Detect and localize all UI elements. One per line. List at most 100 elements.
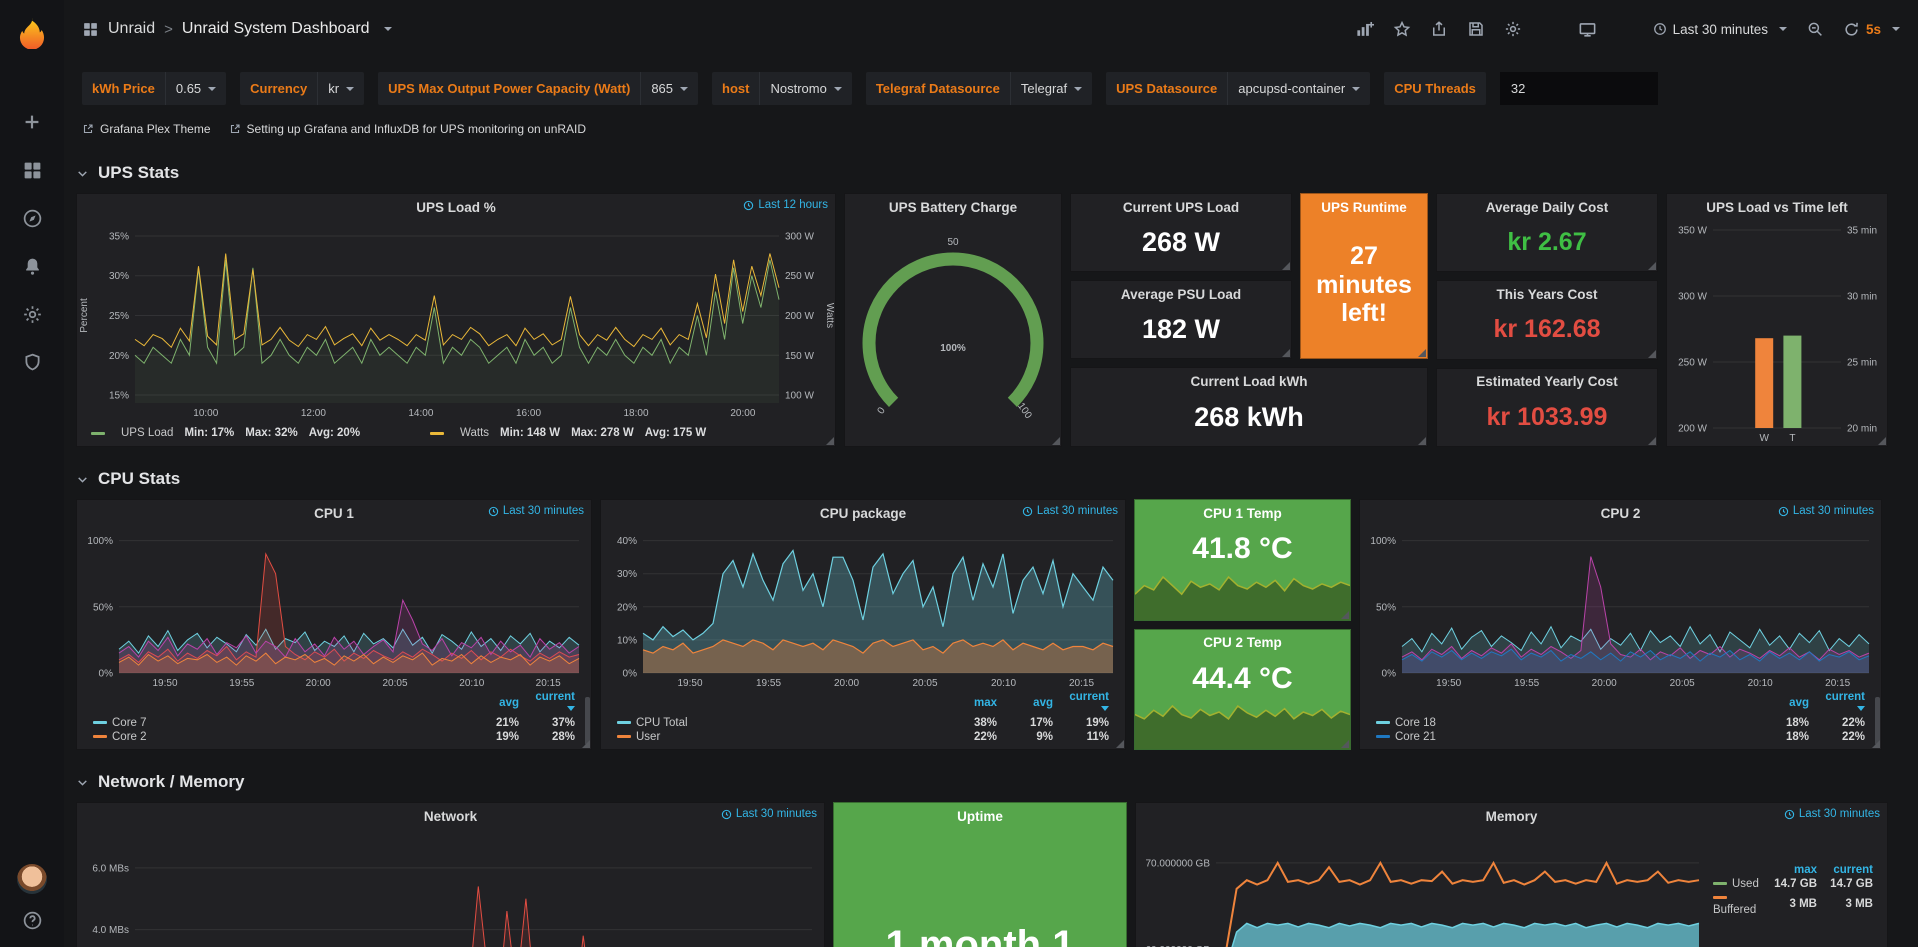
series-swatch[interactable] xyxy=(617,735,631,738)
legend-col-avg[interactable]: avg xyxy=(467,690,523,716)
legend-scrollbar[interactable] xyxy=(585,697,590,745)
legend-col-max[interactable]: max xyxy=(945,690,1001,716)
share-button[interactable] xyxy=(1430,20,1448,38)
panel-title[interactable]: Network Last 30 minutes xyxy=(77,803,824,829)
panel-title[interactable]: Uptime xyxy=(834,803,1126,829)
panel-time-override[interactable]: Last 12 hours xyxy=(743,199,828,211)
create-button[interactable] xyxy=(0,98,64,146)
panel-time-override[interactable]: Last 30 minutes xyxy=(1778,505,1874,517)
time-range-picker[interactable]: Last 30 minutes xyxy=(1653,22,1787,37)
series-swatch[interactable] xyxy=(93,735,107,738)
refresh-interval-label[interactable]: 5s xyxy=(1866,22,1881,37)
breadcrumb-dashboard-title[interactable]: Unraid System Dashboard xyxy=(182,20,370,38)
legend-col-current[interactable]: current xyxy=(523,690,579,716)
variable-ups-datasource[interactable]: UPS Datasource apcupsd-container xyxy=(1106,72,1370,105)
ups-load-vs-time-chart[interactable]: 200 W250 W300 W350 W20 min25 min30 min35… xyxy=(1667,220,1887,446)
sidebar-item-alerting[interactable] xyxy=(0,242,64,290)
link-ups-monitoring-guide[interactable]: Setting up Grafana and InfluxDB for UPS … xyxy=(229,122,587,136)
panel-title[interactable]: Average PSU Load xyxy=(1071,281,1291,307)
variable-ups-max-output[interactable]: UPS Max Output Power Capacity (Watt) 865 xyxy=(378,72,698,105)
series-swatch[interactable] xyxy=(91,432,105,435)
series-name[interactable]: Watts xyxy=(460,427,489,439)
variable-kwh-price[interactable]: kWh Price 0.65 xyxy=(82,72,226,105)
memory-chart[interactable]: 50.000000 GB60.000000 GB70.000000 GB xyxy=(1136,829,1709,947)
panel-title[interactable]: Memory Last 30 minutes xyxy=(1136,803,1887,829)
chevron-down-icon[interactable] xyxy=(1892,27,1900,31)
variable-value[interactable]: 865 xyxy=(640,72,698,105)
legend-col-current[interactable]: current xyxy=(1821,863,1877,877)
series-name[interactable]: UPS Load xyxy=(121,427,173,439)
series-swatch[interactable] xyxy=(430,432,444,435)
panel-title[interactable]: Current UPS Load xyxy=(1071,194,1291,220)
sidebar-item-dashboards[interactable] xyxy=(0,146,64,194)
network-chart[interactable]: 2.0 MBs4.0 MBs6.0 MBs xyxy=(77,829,824,947)
variable-value[interactable]: Nostromo xyxy=(759,72,851,105)
help-button[interactable] xyxy=(0,910,64,931)
panel-time-override[interactable]: Last 30 minutes xyxy=(1022,505,1118,517)
variable-label: Telegraf Datasource xyxy=(866,72,1010,105)
sidebar xyxy=(0,0,64,947)
panel-title[interactable]: This Years Cost xyxy=(1437,281,1657,307)
save-button[interactable] xyxy=(1467,20,1485,38)
series-swatch[interactable] xyxy=(1376,721,1390,724)
legend-col-current[interactable]: current xyxy=(1057,690,1113,716)
panel-title[interactable]: CPU 2 Last 30 minutes xyxy=(1360,500,1881,526)
link-grafana-plex-theme[interactable]: Grafana Plex Theme xyxy=(82,122,211,136)
cpu-threads-input[interactable] xyxy=(1500,72,1658,105)
series-swatch[interactable] xyxy=(93,721,107,724)
variable-value[interactable]: Telegraf xyxy=(1010,72,1092,105)
add-panel-button[interactable] xyxy=(1355,20,1374,39)
variable-value[interactable]: 0.65 xyxy=(165,72,226,105)
refresh-button[interactable]: 5s xyxy=(1843,21,1900,38)
series-swatch[interactable] xyxy=(1713,896,1727,899)
series-swatch[interactable] xyxy=(1713,882,1727,885)
panel-title[interactable]: UPS Load % Last 12 hours xyxy=(77,194,835,220)
panel-title[interactable]: UPS Battery Charge xyxy=(845,194,1061,220)
legend-col-max[interactable]: max xyxy=(1765,863,1821,877)
panel-title[interactable]: CPU 2 Temp xyxy=(1135,630,1350,656)
panel-title[interactable]: CPU 1 Temp xyxy=(1135,500,1350,526)
panel-title[interactable]: UPS Load vs Time left xyxy=(1667,194,1887,220)
panel-title[interactable]: Current Load kWh xyxy=(1071,368,1427,394)
zoom-out-button[interactable] xyxy=(1806,20,1824,38)
series-swatch[interactable] xyxy=(617,721,631,724)
panel-title[interactable]: Average Daily Cost xyxy=(1437,194,1657,220)
battery-gauge[interactable]: 050100100% xyxy=(845,220,1061,446)
cpu1-chart[interactable]: 0%50%100%19:5019:5520:0020:0520:1020:15 xyxy=(77,526,591,690)
star-button[interactable] xyxy=(1393,20,1411,38)
sidebar-item-explore[interactable] xyxy=(0,194,64,242)
panel-time-override[interactable]: Last 30 minutes xyxy=(721,808,817,820)
panel-cpu-2: CPU 2 Last 30 minutes 0%50%100%19:5019:5… xyxy=(1359,499,1882,750)
panel-title[interactable]: Estimated Yearly Cost xyxy=(1437,369,1657,395)
user-avatar[interactable] xyxy=(17,864,47,894)
panel-time-override[interactable]: Last 30 minutes xyxy=(1784,808,1880,820)
panel-time-override[interactable]: Last 30 minutes xyxy=(488,505,584,517)
sidebar-item-configuration[interactable] xyxy=(0,290,64,338)
cycle-view-button[interactable] xyxy=(1578,20,1597,39)
row-header-network-memory[interactable]: Network / Memory xyxy=(76,762,1906,802)
grafana-logo[interactable] xyxy=(0,0,64,64)
legend-col-current[interactable]: current xyxy=(1813,690,1869,716)
cpu2-chart[interactable]: 0%50%100%19:5019:5520:0020:0520:1020:15 xyxy=(1360,526,1881,690)
ups-load-chart[interactable]: 15%20%25%30%35%100 W150 W200 W250 W300 W… xyxy=(77,220,835,420)
series-swatch[interactable] xyxy=(1376,735,1390,738)
sidebar-item-admin[interactable] xyxy=(0,338,64,386)
row-header-ups-stats[interactable]: UPS Stats xyxy=(76,153,1906,193)
legend-col-avg[interactable]: avg xyxy=(1001,690,1057,716)
row-header-cpu-stats[interactable]: CPU Stats xyxy=(76,459,1906,499)
variable-host[interactable]: host Nostromo xyxy=(712,72,852,105)
variable-currency[interactable]: Currency kr xyxy=(240,72,364,105)
stat-value: 268 W xyxy=(1071,220,1291,271)
dashboard-settings-button[interactable] xyxy=(1504,20,1522,38)
breadcrumb-folder[interactable]: Unraid xyxy=(108,20,155,38)
variable-value[interactable]: kr xyxy=(317,72,364,105)
variable-value[interactable]: apcupsd-container xyxy=(1227,72,1370,105)
chevron-down-icon[interactable] xyxy=(384,27,392,31)
panel-title[interactable]: CPU package Last 30 minutes xyxy=(601,500,1125,526)
cpu-package-chart[interactable]: 0%10%20%30%40%19:5019:5520:0020:0520:102… xyxy=(601,526,1125,690)
legend-scrollbar[interactable] xyxy=(1875,697,1880,745)
panel-title[interactable]: CPU 1 Last 30 minutes xyxy=(77,500,591,526)
legend-col-avg[interactable]: avg xyxy=(1757,690,1813,716)
variable-telegraf-datasource[interactable]: Telegraf Datasource Telegraf xyxy=(866,72,1092,105)
panel-title[interactable]: UPS Runtime xyxy=(1301,194,1427,220)
